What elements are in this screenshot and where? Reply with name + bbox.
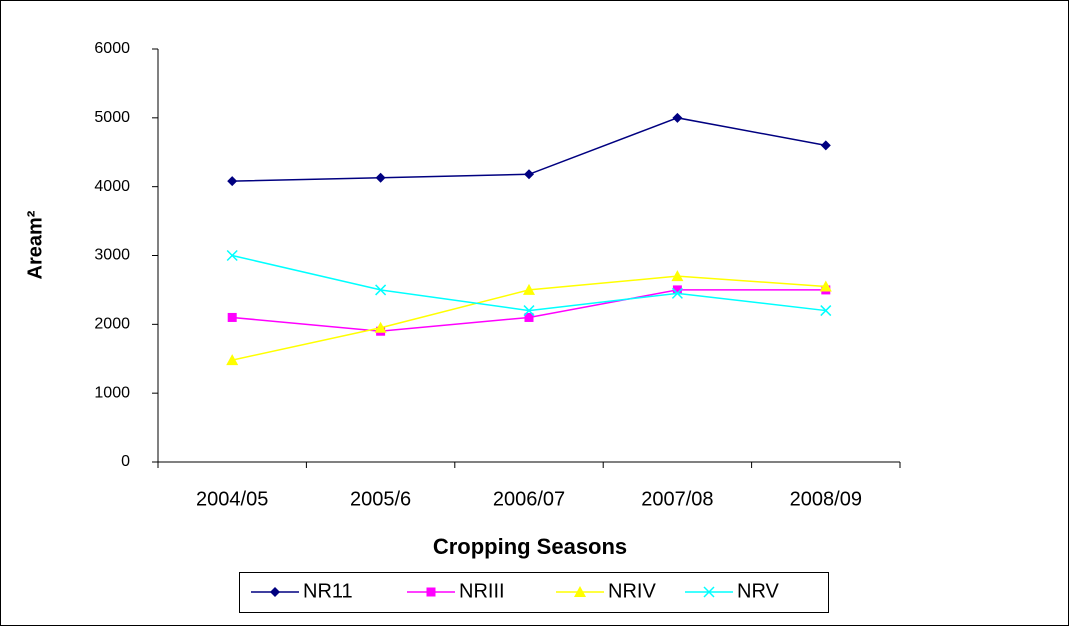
marker <box>671 270 684 282</box>
marker <box>426 587 436 597</box>
legend-label: NR11 <box>303 580 353 602</box>
y-axis-label: Aream² <box>24 210 46 279</box>
marker <box>671 287 683 299</box>
marker <box>524 169 534 180</box>
legend-label: NRIV <box>608 580 656 602</box>
y-tick-label: 4000 <box>94 178 130 195</box>
y-tick-label: 6000 <box>94 40 130 57</box>
marker <box>819 280 832 292</box>
marker <box>703 586 715 598</box>
marker <box>672 285 682 295</box>
marker <box>523 305 535 317</box>
marker <box>270 587 280 597</box>
marker <box>374 321 387 333</box>
legend-label: NRIII <box>459 580 505 602</box>
x-tick-label: 2008/09 <box>790 488 862 510</box>
marker <box>574 586 586 597</box>
x-tick-label: 2004/05 <box>196 488 268 510</box>
marker <box>820 140 831 151</box>
marker <box>524 312 534 322</box>
x-tick-label: 2005/6 <box>350 488 411 510</box>
y-tick-label: 1000 <box>94 384 130 401</box>
y-tick-label: 0 <box>121 453 130 470</box>
marker <box>227 176 238 187</box>
marker <box>375 172 386 183</box>
marker <box>375 284 387 296</box>
marker <box>226 249 238 262</box>
marker <box>672 112 683 123</box>
x-tick-label: 2007/08 <box>641 488 713 510</box>
legend-label: NRV <box>737 580 780 602</box>
marker <box>227 312 237 322</box>
marker <box>820 305 832 317</box>
marker <box>523 283 535 295</box>
y-tick-label: 3000 <box>94 247 130 264</box>
y-tick-label: 5000 <box>94 109 130 126</box>
x-tick-label: 2006/07 <box>493 488 565 510</box>
marker <box>226 354 239 366</box>
y-tick-label: 2000 <box>94 316 130 333</box>
x-axis-label: Cropping Seasons <box>433 534 627 559</box>
